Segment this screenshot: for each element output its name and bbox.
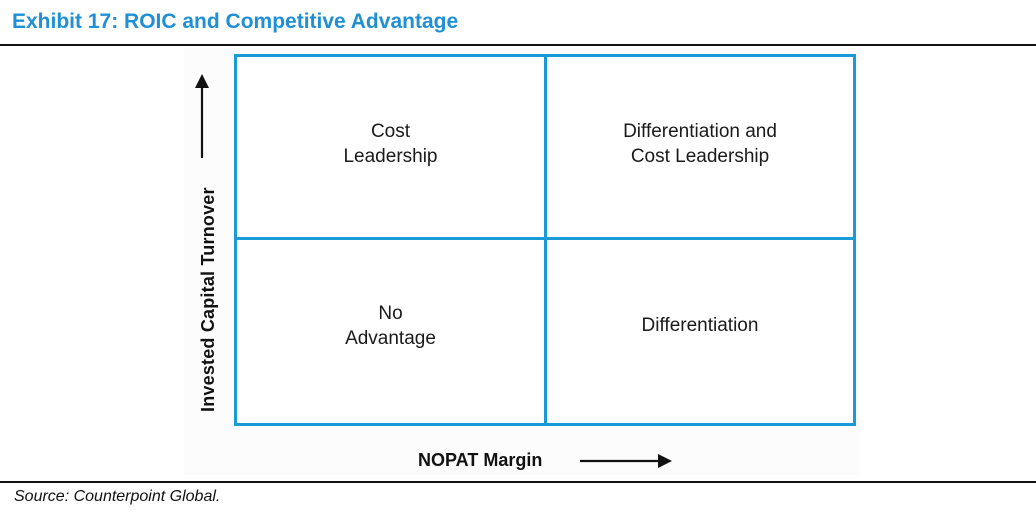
quadrant-bottom-right: Differentiation [547,240,853,423]
title-divider [0,44,1036,46]
source-note: Source: Counterpoint Global. [14,488,221,505]
exhibit-title: Exhibit 17: ROIC and Competitive Advanta… [12,10,459,33]
grid-horizontal-divider [234,237,856,240]
quadrant-label-no-advantage: No Advantage [345,302,436,349]
source-divider [0,481,1036,483]
quadrant-label-differentiation: Differentiation [641,315,759,336]
y-axis-label: Invested Capital Turnover [198,187,218,412]
grid-vertical-divider [544,54,547,426]
quadrant-label-differentiation-and-cost-leadership: Differentiation and Cost Leadership [623,121,777,167]
quadrant-label-cost-leadership: Cost Leadership [343,121,438,167]
quadrant-top-left: Cost Leadership [237,57,544,237]
quadrant-top-right: Differentiation and Cost Leadership [547,57,853,237]
x-axis-label: NOPAT Margin [418,450,543,470]
y-axis-arrow-icon [195,74,209,158]
x-axis-arrow-icon [580,454,672,468]
quadrant-bottom-left: No Advantage [237,240,544,423]
